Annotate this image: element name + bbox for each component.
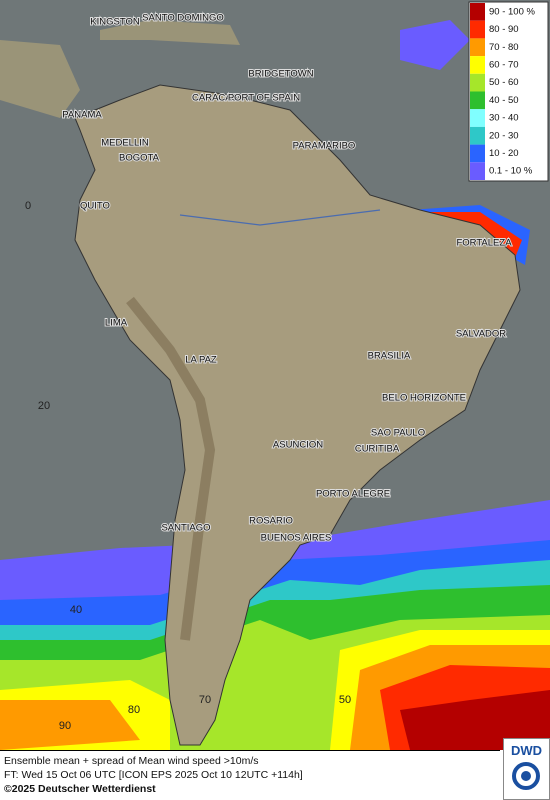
legend-swatch [470, 20, 485, 39]
city-label: BRASILIA [368, 351, 411, 362]
logo: DWD [503, 738, 550, 800]
legend-label: 90 - 100 % [489, 6, 535, 17]
legend-label: 60 - 70 [489, 59, 519, 70]
footer-line: Ensemble mean + spread of Mean wind spee… [4, 755, 259, 767]
grid-label: 90 [59, 720, 71, 732]
grid-label: 0 [25, 200, 31, 212]
grid-labels: 0 20 40 90 80 70 50 [25, 200, 351, 732]
legend-label: 80 - 90 [489, 24, 519, 35]
legend-swatch [470, 144, 485, 163]
legend-label: 30 - 40 [489, 113, 519, 124]
city-label: SALVADOR [456, 329, 506, 340]
map: KINGSTON SANTO DOMINGOBRIDGETOWNCARACASPO… [0, 0, 550, 750]
city-label: FORTALEZA [456, 238, 512, 249]
grid-label: 40 [70, 604, 82, 616]
legend: 90 - 100 % 80 - 90 70 - 80 60 - 70 50 - 60 40… [468, 1, 549, 182]
logo-text: DWD [510, 743, 543, 758]
wind-field [0, 20, 550, 750]
city-label: SANTO DOMINGO [142, 13, 224, 24]
legend-swatch [470, 56, 485, 74]
city-label: LA PAZ [185, 355, 217, 366]
city-label: BRIDGETOWN [248, 69, 313, 80]
legend-swatch [470, 73, 485, 92]
legend-swatch [470, 162, 485, 180]
legend-swatch [470, 91, 485, 110]
city-label: PORT OF SPAIN [228, 93, 300, 104]
footer: Ensemble mean + spread of Mean wind spee… [0, 750, 500, 800]
copyright: ©2025 Deutscher Wetterdienst [4, 783, 156, 795]
legend-swatch [470, 126, 485, 145]
city-label: BOGOTA [119, 153, 160, 164]
city-label: KINGSTON [90, 17, 140, 28]
city-label: SAO PAULO [371, 428, 425, 439]
city-label: PARAMARIBO [293, 141, 356, 152]
city-label: PORTO ALEGRE [316, 489, 390, 500]
legend-swatch [470, 109, 485, 127]
legend-label: 70 - 80 [489, 42, 519, 53]
grid-label: 50 [339, 694, 351, 706]
logo-icon [512, 762, 540, 790]
city-label: BUENOS AIRES [261, 533, 332, 544]
grid-label: 80 [128, 704, 140, 716]
legend-label: 50 - 60 [489, 77, 519, 88]
grid-label: 20 [38, 400, 50, 412]
city-label: ASUNCION [273, 440, 323, 451]
footer-line: FT: Wed 15 Oct 06 UTC [ICON EPS 2025 Oct… [4, 769, 303, 781]
legend-label: 20 - 30 [489, 130, 519, 141]
city-label: BELO HORIZONTE [382, 393, 466, 404]
city-label: MEDELLIN [101, 138, 149, 149]
land [0, 20, 521, 746]
city-label: CARACAS [192, 93, 238, 104]
legend-swatch [470, 3, 485, 21]
legend-label: 10 - 20 [489, 148, 519, 159]
city-label: PANAMA [62, 110, 102, 121]
city-label: ROSARIO [249, 516, 293, 527]
city-label: CURITIBA [355, 444, 400, 455]
city-labels: KINGSTON SANTO DOMINGOBRIDGETOWNCARACASPO… [61, 12, 513, 545]
legend-label: 40 - 50 [489, 95, 519, 106]
city-label: QUITO [80, 201, 110, 212]
city-label: LIMA [105, 318, 128, 329]
grid-label: 70 [199, 694, 211, 706]
legend-swatch [470, 38, 485, 57]
legend-label: 0.1 - 10 % [489, 166, 533, 177]
city-label: SANTIAGO [161, 523, 210, 534]
